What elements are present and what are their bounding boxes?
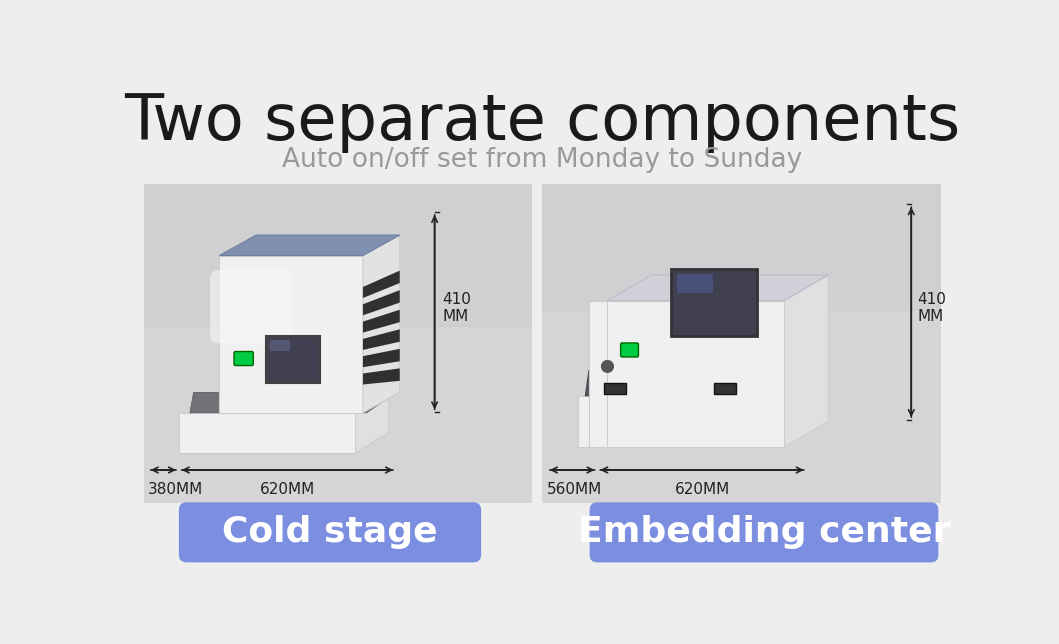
Polygon shape	[363, 368, 399, 384]
Polygon shape	[363, 329, 399, 350]
Polygon shape	[608, 301, 784, 447]
FancyBboxPatch shape	[589, 301, 626, 447]
Polygon shape	[608, 275, 828, 301]
Polygon shape	[356, 392, 389, 453]
FancyBboxPatch shape	[210, 270, 293, 343]
Polygon shape	[770, 370, 813, 447]
Text: Embedding center: Embedding center	[578, 515, 950, 549]
FancyBboxPatch shape	[636, 380, 670, 391]
Text: 410
MM: 410 MM	[443, 292, 471, 325]
FancyBboxPatch shape	[621, 343, 639, 357]
Polygon shape	[363, 235, 399, 413]
Text: 620MM: 620MM	[675, 482, 730, 497]
FancyBboxPatch shape	[144, 184, 532, 327]
Polygon shape	[363, 290, 399, 316]
FancyBboxPatch shape	[590, 502, 938, 562]
FancyBboxPatch shape	[541, 184, 941, 311]
Polygon shape	[219, 235, 399, 256]
Text: 620MM: 620MM	[259, 482, 315, 497]
Circle shape	[602, 361, 613, 372]
Polygon shape	[784, 275, 828, 447]
FancyBboxPatch shape	[270, 339, 290, 350]
FancyBboxPatch shape	[717, 370, 752, 381]
FancyBboxPatch shape	[671, 269, 757, 336]
FancyBboxPatch shape	[677, 380, 712, 391]
Polygon shape	[190, 392, 396, 413]
Polygon shape	[714, 383, 736, 394]
FancyBboxPatch shape	[541, 184, 941, 503]
Polygon shape	[604, 383, 626, 394]
Text: Cold stage: Cold stage	[222, 515, 437, 549]
Polygon shape	[363, 270, 399, 298]
FancyBboxPatch shape	[595, 370, 630, 381]
Polygon shape	[363, 349, 399, 367]
Polygon shape	[363, 310, 399, 332]
Polygon shape	[586, 370, 810, 395]
FancyBboxPatch shape	[677, 274, 714, 293]
Text: 560MM: 560MM	[548, 482, 603, 497]
FancyBboxPatch shape	[234, 352, 253, 366]
Polygon shape	[578, 395, 770, 447]
FancyBboxPatch shape	[636, 370, 670, 381]
FancyBboxPatch shape	[717, 380, 752, 391]
Text: Auto on/off set from Monday to Sunday: Auto on/off set from Monday to Sunday	[283, 147, 803, 173]
Polygon shape	[179, 413, 356, 453]
FancyBboxPatch shape	[266, 336, 320, 383]
FancyBboxPatch shape	[595, 380, 630, 391]
FancyBboxPatch shape	[677, 370, 712, 381]
Text: 410
MM: 410 MM	[917, 292, 947, 325]
Text: 380MM: 380MM	[148, 482, 203, 497]
Text: Two separate components: Two separate components	[124, 91, 961, 153]
FancyBboxPatch shape	[144, 184, 532, 503]
FancyBboxPatch shape	[179, 502, 481, 562]
Polygon shape	[219, 256, 363, 413]
